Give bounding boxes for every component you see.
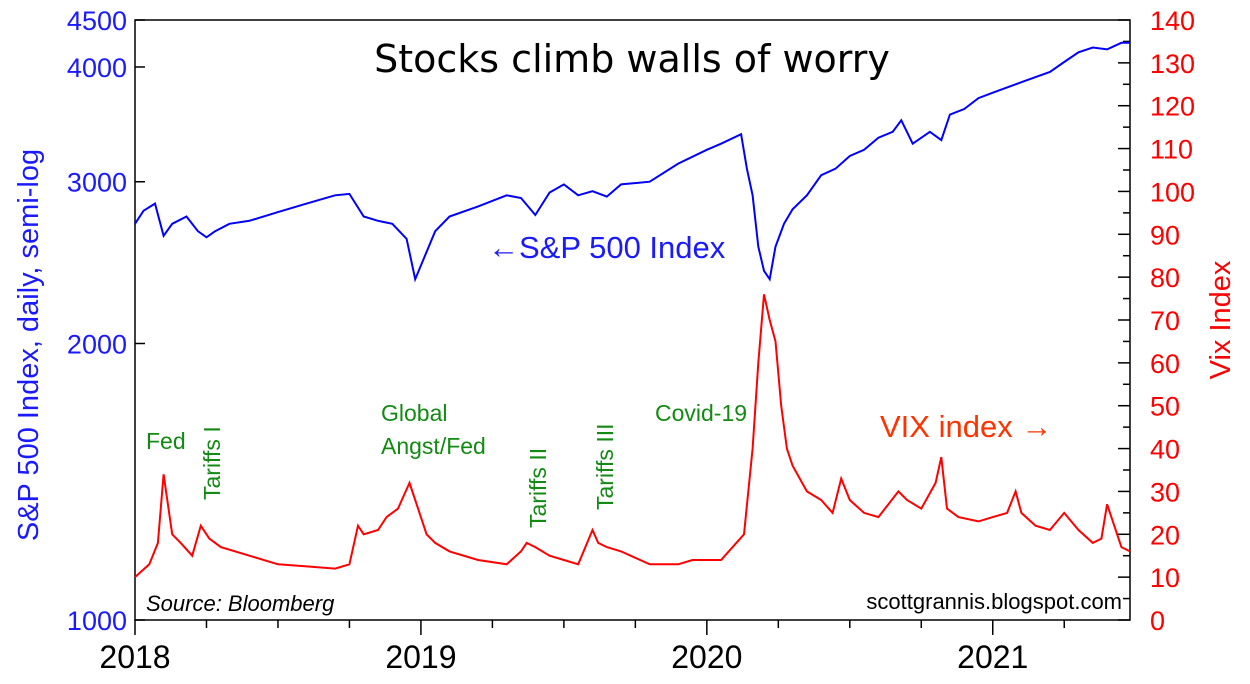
blog-credit: scottgrannis.blogspot.com: [866, 589, 1122, 614]
y-right-tick-label: 20: [1150, 520, 1180, 550]
y-right-tick-label: 0: [1150, 606, 1165, 636]
annotation-fed: Fed: [146, 428, 186, 454]
y-right-tick-label: 120: [1150, 92, 1195, 122]
vix-series-line: [134, 294, 1131, 578]
right-axis: 0 10 20 30 40 50 60 70 80 90 100 110 120 130 140: [1118, 6, 1195, 636]
y-left-tick-label: 1000: [67, 606, 127, 636]
vix-series-label: VIX index →: [880, 409, 1052, 444]
x-tick-label: 2019: [385, 639, 456, 675]
annotation-angst-fed: Angst/Fed: [381, 433, 486, 459]
y-right-tick-label: 140: [1150, 6, 1195, 36]
annotation-tariffs-ii: Tariffs II: [525, 448, 551, 528]
y-axis-label-right: Vix Index: [1205, 260, 1237, 379]
y-left-tick-label: 4000: [67, 53, 127, 83]
x-tick-label: 2020: [671, 639, 742, 675]
source-note: Source: Bloomberg: [146, 591, 335, 616]
annotation-global: Global: [381, 400, 447, 426]
y-right-tick-label: 30: [1150, 477, 1180, 507]
y-right-tick-label: 90: [1150, 220, 1180, 250]
plot-frame: [134, 19, 1131, 621]
y-right-tick-label: 60: [1150, 349, 1180, 379]
y-left-tick-label: 4500: [67, 6, 127, 36]
x-axis: 2018 2019 2020 2021: [99, 620, 1065, 675]
y-right-tick-label: 50: [1150, 392, 1180, 422]
y-axis-label-left: S&P 500 Index, daily, semi-log: [13, 149, 45, 541]
y-right-tick-label: 80: [1150, 263, 1180, 293]
y-right-tick-label: 40: [1150, 435, 1180, 465]
left-axis: 1000 2000 3000 4000 4500: [67, 6, 145, 636]
annotation-tariffs-i: Tariffs I: [199, 426, 225, 500]
x-tick-label: 2021: [957, 639, 1028, 675]
annotation-tariffs-iii: Tariffs III: [592, 424, 618, 511]
y-right-tick-label: 110: [1150, 135, 1193, 165]
y-right-tick-label: 70: [1150, 306, 1180, 336]
chart-title: Stocks climb walls of worry: [374, 37, 890, 81]
y-left-tick-label: 3000: [67, 168, 127, 198]
x-tick-label: 2018: [99, 639, 170, 675]
y-right-tick-label: 100: [1150, 177, 1195, 207]
annotation-covid-19: Covid-19: [655, 400, 747, 426]
y-right-tick-label: 10: [1150, 563, 1180, 593]
sp500-series-line: [134, 41, 1130, 283]
y-left-tick-label: 2000: [67, 329, 127, 359]
sp500-series-label: ←S&P 500 Index: [488, 230, 726, 265]
y-right-tick-label: 130: [1150, 49, 1195, 79]
